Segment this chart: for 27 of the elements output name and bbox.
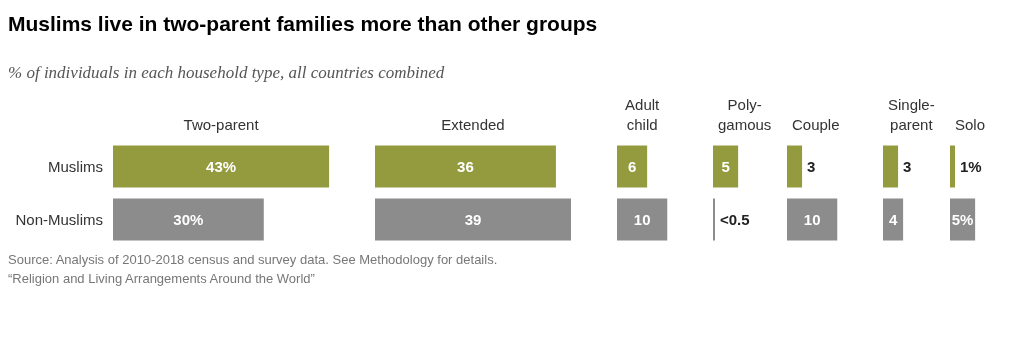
- data-label: <0.5: [720, 211, 750, 228]
- chart-title: Solo: [954, 115, 985, 133]
- data-label: 39: [464, 211, 482, 228]
- data-label: 4: [888, 211, 898, 228]
- data-label: 1%: [959, 158, 982, 175]
- text: Muslims live in two-parent families more than other groups: [8, 12, 598, 36]
- chart-title: Extended: [441, 115, 505, 133]
- data-label: 36: [457, 158, 474, 175]
- source-note: Source: Analysis of 2010-2018 census and survey data. See Methodology for details.: [8, 251, 498, 269]
- chart-title: Poly- gamous: [718, 95, 772, 133]
- data-label: 5: [721, 158, 731, 175]
- chart-title: Two-parent: [183, 115, 260, 133]
- data-label: 43%: [206, 158, 237, 175]
- data-label: 30%: [173, 211, 204, 228]
- data-label: 3: [806, 158, 816, 175]
- y-tick-label: Muslims: [48, 158, 103, 175]
- text: “Religion and Living Arrangements Around the World”: [8, 270, 316, 288]
- data-label: 5%: [951, 211, 974, 228]
- text: % of individuals in each household type, all countries combined: [8, 63, 445, 83]
- data-label: 10: [633, 211, 651, 228]
- y-tick-label: Non-Muslims: [15, 211, 103, 228]
- data-label: 3: [903, 158, 912, 175]
- chart-title: Single- parent: [887, 95, 935, 133]
- data-label: 6: [628, 158, 637, 175]
- chart-title: Adult child: [625, 95, 661, 133]
- chart-title: Couple: [791, 115, 840, 133]
- data-label: 10: [803, 211, 821, 228]
